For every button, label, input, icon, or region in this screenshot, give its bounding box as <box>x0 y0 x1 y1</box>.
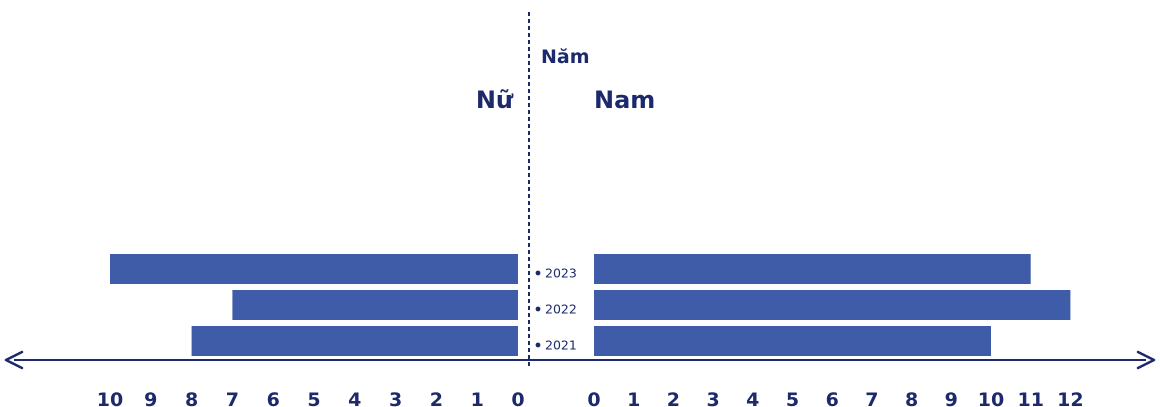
year-label-2021: 2021 <box>545 338 577 353</box>
tick-label-female: 3 <box>389 389 402 407</box>
year-label-2022: 2022 <box>545 302 577 317</box>
bars-male <box>594 254 1071 356</box>
tick-label-female: 5 <box>307 389 320 407</box>
tick-label-male: 1 <box>627 389 640 407</box>
tick-label-male: 12 <box>1057 389 1083 407</box>
tick-label-male: 8 <box>905 389 918 407</box>
tick-label-male: 10 <box>978 389 1004 407</box>
tick-labels-female: 10 9 8 7 6 5 4 3 2 1 0 <box>97 389 525 407</box>
tick-labels-male: 0 1 2 3 4 5 6 7 8 9 10 11 12 <box>587 389 1083 407</box>
tick-label-male: 0 <box>587 389 600 407</box>
tick-label-female: 10 <box>97 389 123 407</box>
male-label: Nam <box>594 86 655 114</box>
year-bullet-icon <box>535 306 541 312</box>
tick-label-male: 11 <box>1017 389 1043 407</box>
tick-label-female: 7 <box>226 389 239 407</box>
tick-label-female: 2 <box>430 389 443 407</box>
tick-label-male: 9 <box>945 389 958 407</box>
tick-label-female: 9 <box>144 389 157 407</box>
tick-label-female: 4 <box>348 389 361 407</box>
year-label-2023: 2023 <box>545 266 577 281</box>
axis-title: Năm <box>541 46 590 68</box>
female-label: Nữ <box>476 86 514 114</box>
x-axis-right-arrow-icon <box>1136 350 1156 370</box>
year-bullet-icon <box>535 342 541 348</box>
bar-female-2021 <box>191 326 518 356</box>
bars-female <box>110 254 518 356</box>
tick-label-female: 0 <box>511 389 524 407</box>
tick-label-male: 3 <box>706 389 719 407</box>
bar-male-2023 <box>594 254 1031 284</box>
tick-label-female: 8 <box>185 389 198 407</box>
tick-label-female: 6 <box>267 389 280 407</box>
tick-label-male: 5 <box>786 389 799 407</box>
tick-label-male: 6 <box>826 389 839 407</box>
tick-label-male: 2 <box>667 389 680 407</box>
year-bullet-icon <box>535 270 541 276</box>
year-labels: 2023 2022 2021 <box>535 266 577 353</box>
bar-male-2022 <box>594 290 1071 320</box>
tick-label-male: 4 <box>746 389 759 407</box>
bar-female-2022 <box>232 290 518 320</box>
bar-female-2023 <box>110 254 518 284</box>
x-axis-left-arrow-icon <box>4 350 24 370</box>
x-axis <box>4 350 1156 370</box>
bar-male-2021 <box>594 326 991 356</box>
tick-label-male: 7 <box>865 389 878 407</box>
tick-label-female: 1 <box>471 389 484 407</box>
